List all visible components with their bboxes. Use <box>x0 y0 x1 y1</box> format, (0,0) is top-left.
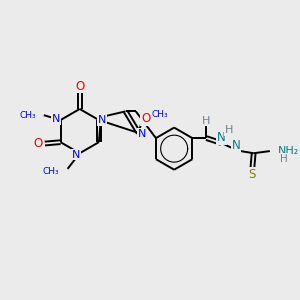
Text: N: N <box>232 139 241 152</box>
Text: H: H <box>225 125 234 135</box>
Text: O: O <box>34 137 43 150</box>
Text: CH₃: CH₃ <box>152 110 168 118</box>
Text: H: H <box>202 116 211 126</box>
Text: N: N <box>71 150 80 160</box>
Text: O: O <box>75 80 84 92</box>
Text: O: O <box>141 112 151 125</box>
Text: N: N <box>52 114 60 124</box>
Text: N: N <box>138 129 146 139</box>
Text: NH₂: NH₂ <box>278 146 299 155</box>
Text: CH₃: CH₃ <box>19 111 36 120</box>
Text: H: H <box>280 154 288 164</box>
Text: N: N <box>217 131 226 144</box>
Text: S: S <box>249 168 256 181</box>
Text: N: N <box>98 115 106 125</box>
Text: CH₃: CH₃ <box>43 167 59 176</box>
